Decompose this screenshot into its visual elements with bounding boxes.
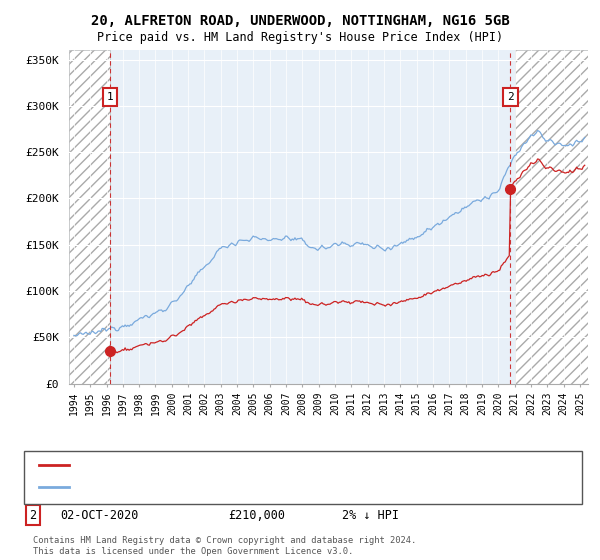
Text: Price paid vs. HM Land Registry's House Price Index (HPI): Price paid vs. HM Land Registry's House …	[97, 31, 503, 44]
Text: HPI: Average price, detached house, Ashfield: HPI: Average price, detached house, Ashf…	[73, 482, 348, 492]
Text: 20, ALFRETON ROAD, UNDERWOOD, NOTTINGHAM, NG16 5GB (detached house): 20, ALFRETON ROAD, UNDERWOOD, NOTTINGHAM…	[73, 460, 492, 470]
Bar	[69, 50, 110, 384]
Text: 1: 1	[29, 486, 37, 500]
Text: 02-OCT-2020: 02-OCT-2020	[60, 508, 139, 522]
Text: 2% ↓ HPI: 2% ↓ HPI	[342, 508, 399, 522]
Text: £210,000: £210,000	[228, 508, 285, 522]
Text: 34% ↓ HPI: 34% ↓ HPI	[342, 486, 406, 500]
Text: Contains HM Land Registry data © Crown copyright and database right 2024.
This d: Contains HM Land Registry data © Crown c…	[33, 536, 416, 556]
Text: £35,000: £35,000	[228, 486, 278, 500]
Text: 2: 2	[507, 92, 514, 102]
Text: 2: 2	[29, 508, 37, 522]
Text: 1: 1	[107, 92, 113, 102]
Bar	[515, 50, 588, 384]
Text: 20, ALFRETON ROAD, UNDERWOOD, NOTTINGHAM, NG16 5GB: 20, ALFRETON ROAD, UNDERWOOD, NOTTINGHAM…	[91, 14, 509, 28]
Text: 22-MAR-1996: 22-MAR-1996	[60, 486, 139, 500]
